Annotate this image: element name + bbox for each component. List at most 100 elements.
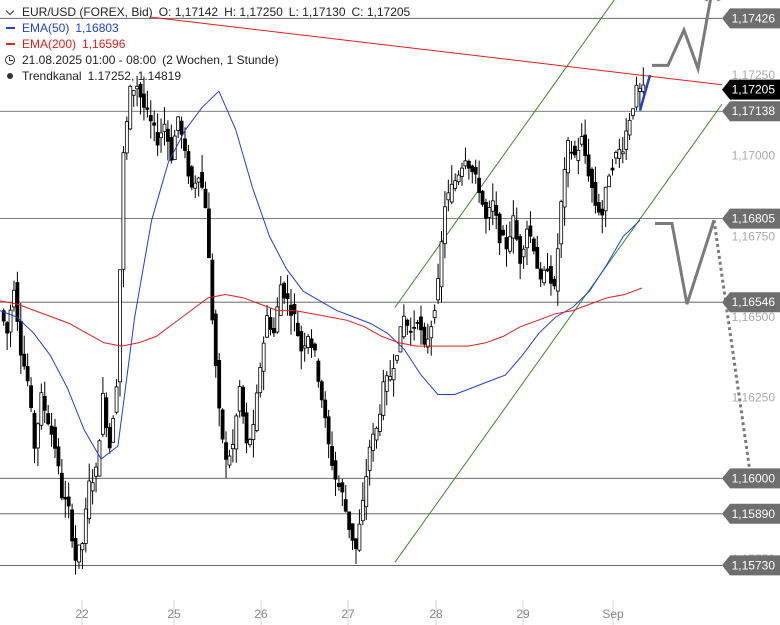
candle-body <box>213 313 218 366</box>
candle-body <box>111 418 116 443</box>
candle-body <box>12 289 16 308</box>
candle-body <box>234 415 239 450</box>
candle-body <box>566 140 570 174</box>
legend-period-row: 21.08.2025 01:00 - 08:00 (2 Wochen, 1 St… <box>4 52 410 68</box>
candle-body <box>302 345 307 349</box>
candle-body <box>333 460 338 480</box>
candle-body <box>217 360 222 409</box>
candle-body <box>401 315 406 338</box>
candle-body <box>569 151 574 154</box>
ema200-label: EMA(200) <box>22 37 77 51</box>
candle-body <box>124 121 129 154</box>
candle-body <box>326 416 331 445</box>
candle-body <box>118 269 122 383</box>
channel-upper-line <box>394 0 615 308</box>
chevron-down-icon[interactable] <box>4 7 18 17</box>
candle-body <box>504 237 509 250</box>
candle-body <box>114 386 119 413</box>
candle-body <box>200 172 204 188</box>
candle-body <box>422 326 427 345</box>
candle-body <box>275 306 280 333</box>
candle-body <box>70 509 75 542</box>
candle-body <box>265 315 269 338</box>
candle-body <box>477 177 482 193</box>
candle-body <box>87 480 92 520</box>
candle-body <box>572 145 577 156</box>
level-label: 1,17426 <box>732 11 776 25</box>
candle-body <box>203 188 208 209</box>
candle-body <box>278 284 283 316</box>
candle-body <box>466 160 471 169</box>
trend-channel <box>394 0 723 563</box>
candle-body <box>193 182 198 189</box>
candle-body <box>22 353 27 367</box>
candle-body <box>244 412 249 444</box>
level-tag <box>722 503 780 524</box>
legend-ema200-row: EMA(200) 1,16596 <box>4 36 410 52</box>
x-tick-label: 27 <box>341 607 355 621</box>
support-resistance-levels <box>0 17 722 566</box>
candle-body <box>364 476 369 508</box>
candle-body <box>306 336 311 348</box>
candle-body <box>593 182 598 206</box>
candle-body <box>432 310 437 319</box>
ema200-line-icon <box>4 39 18 49</box>
candle-body <box>131 90 136 96</box>
candle-body <box>497 213 502 244</box>
candle-body <box>135 85 139 90</box>
x-tick-label: 28 <box>429 607 443 621</box>
candle-body <box>49 425 54 435</box>
channel-values: 1.17252, 1.14819 <box>87 69 182 83</box>
candle-body <box>627 119 632 136</box>
candle-body <box>607 175 611 188</box>
candle-body <box>53 426 57 449</box>
candle-body <box>183 138 187 151</box>
candle-body <box>620 151 625 155</box>
candle-body <box>336 482 341 487</box>
candle-body <box>224 442 228 460</box>
candle-body <box>357 523 362 551</box>
candle-body <box>107 427 112 449</box>
low-value: L: 1,17130 <box>288 5 346 19</box>
candle-body <box>148 115 153 122</box>
candle-body <box>186 151 191 177</box>
level-tag <box>722 101 780 122</box>
candle-body <box>179 120 184 135</box>
candle-body <box>460 167 464 177</box>
level-tag <box>722 555 780 576</box>
level-tag <box>722 8 780 29</box>
candle-body <box>614 152 618 159</box>
candle-body <box>251 424 256 440</box>
legend-ema50-row: EMA(50) 1,16803 <box>4 20 410 36</box>
candle-body <box>408 330 413 333</box>
candle-body <box>528 225 533 237</box>
candle-body <box>600 208 605 216</box>
ema50-value: 1,16803 <box>75 21 119 35</box>
candle-body <box>15 282 20 322</box>
clock-icon <box>4 55 18 65</box>
candle-body <box>268 317 273 330</box>
candle-body <box>272 328 276 334</box>
ema200-value: 1,16596 <box>82 37 126 51</box>
ema50-label: EMA(50) <box>22 21 70 35</box>
legend-ohlc-row: EUR/USD (FOREX, Bid) O: 1,17142 H: 1,172… <box>4 4 410 20</box>
candle-body <box>241 386 246 417</box>
candle-body <box>480 190 485 205</box>
level-label: 1,17138 <box>732 104 776 118</box>
candle-body <box>343 499 348 512</box>
candle-body <box>518 236 523 264</box>
candle-body <box>46 413 51 425</box>
candle-body <box>439 241 444 288</box>
candle-body <box>29 385 33 408</box>
x-tick-label: 26 <box>254 607 268 621</box>
x-tick-label: 25 <box>167 607 181 621</box>
candle-body <box>631 108 635 116</box>
candle-body <box>39 392 44 426</box>
candle-body <box>405 319 410 326</box>
candle-body <box>473 167 478 175</box>
ema-lines <box>0 90 643 460</box>
short-trend-marker <box>638 74 652 111</box>
candle-body <box>637 87 642 92</box>
candle-body <box>494 205 499 216</box>
